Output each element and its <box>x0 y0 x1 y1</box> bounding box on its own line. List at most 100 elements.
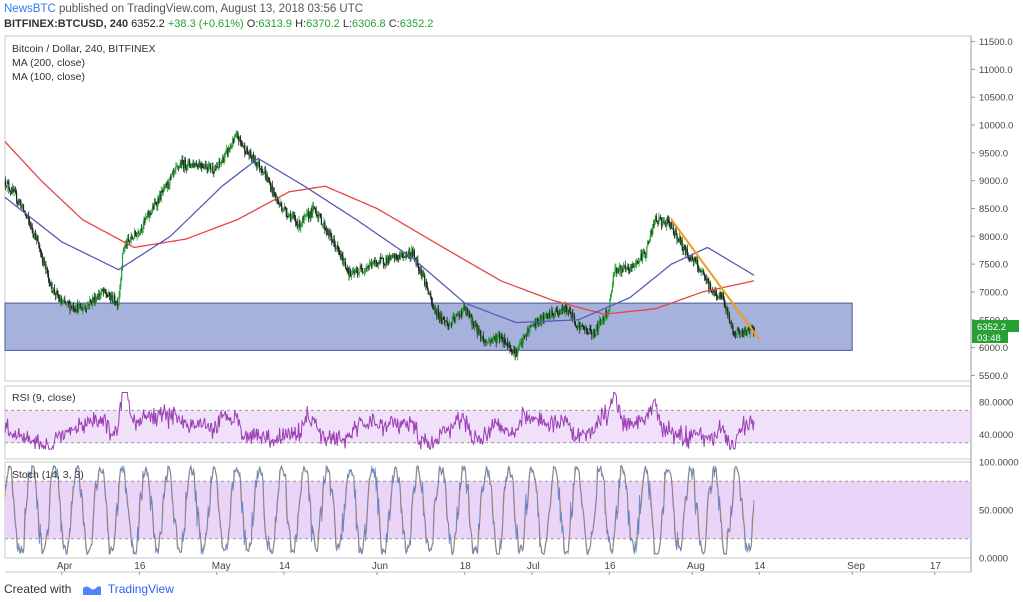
candle-body <box>377 262 379 267</box>
candle-body <box>502 342 504 343</box>
tradingview-link[interactable]: TradingView <box>107 582 174 596</box>
candle-body <box>715 292 718 297</box>
candle-body <box>301 217 304 225</box>
candle-body <box>482 336 484 340</box>
candle <box>560 308 562 315</box>
candle <box>326 227 329 236</box>
candle-body <box>62 301 64 304</box>
candle <box>44 260 46 269</box>
candle-body <box>580 325 583 326</box>
candle <box>77 299 79 313</box>
candle <box>195 160 198 167</box>
candle-body <box>253 156 255 163</box>
candle <box>443 316 446 326</box>
candle <box>85 308 87 314</box>
candle <box>140 224 143 233</box>
candle-body <box>589 328 591 330</box>
candle-body <box>497 336 499 339</box>
candle <box>519 338 521 346</box>
candle <box>53 287 55 295</box>
candle <box>109 292 112 304</box>
candle-body <box>441 319 443 321</box>
candle <box>115 301 117 306</box>
candle-body <box>59 298 62 302</box>
candle <box>172 167 174 178</box>
candle <box>68 299 70 305</box>
candle <box>362 271 365 274</box>
candle <box>442 312 444 325</box>
candle-body <box>455 314 458 316</box>
candle <box>723 296 725 308</box>
candle <box>141 227 143 236</box>
candle <box>302 215 304 223</box>
candle <box>222 155 224 163</box>
candle-body <box>55 290 57 296</box>
candle <box>530 322 533 329</box>
candle-body <box>535 321 537 327</box>
candle <box>352 266 354 274</box>
candle-body <box>560 312 562 315</box>
candle <box>545 311 547 320</box>
candle <box>232 137 235 144</box>
candle <box>6 179 8 192</box>
candle <box>602 314 604 324</box>
candle-body <box>739 332 741 335</box>
publisher-link[interactable]: NewsBTC <box>4 3 56 15</box>
candle-body <box>217 166 219 168</box>
candle-body <box>101 289 103 293</box>
candle-body <box>257 161 260 165</box>
candle-body <box>518 344 521 347</box>
candle-body <box>574 321 576 326</box>
candle <box>62 299 64 305</box>
candle <box>283 203 285 212</box>
candle <box>11 183 13 195</box>
candle <box>706 278 708 284</box>
candle <box>152 202 154 214</box>
candle <box>424 272 426 288</box>
candle <box>561 304 563 315</box>
candle-body <box>393 254 396 260</box>
candle <box>332 235 335 247</box>
candle <box>312 201 314 219</box>
candle <box>71 305 73 310</box>
candle-body <box>705 278 707 283</box>
candle <box>643 248 645 254</box>
candle <box>287 215 289 219</box>
candle <box>548 311 550 322</box>
candle <box>433 304 435 310</box>
candle <box>682 246 684 256</box>
candle <box>496 334 498 344</box>
candle <box>89 296 91 309</box>
candle-body <box>141 228 143 231</box>
candle-body <box>660 217 663 226</box>
candle <box>356 265 358 273</box>
candle <box>740 328 743 337</box>
candle <box>463 302 465 312</box>
time-tick-label: Jun <box>372 561 388 572</box>
candle-body <box>215 166 217 171</box>
candle <box>177 165 180 172</box>
candle-body <box>384 264 386 266</box>
candle <box>546 312 548 319</box>
candle <box>181 155 183 170</box>
candle <box>158 196 160 204</box>
candle <box>578 318 580 330</box>
candle-body <box>464 307 466 309</box>
candle-body <box>601 319 603 321</box>
candle-body <box>163 186 165 192</box>
candle-body <box>80 307 82 310</box>
candle-body <box>255 162 257 164</box>
candle <box>176 162 178 168</box>
candle-body <box>345 267 347 270</box>
candle-body <box>59 298 61 302</box>
candle-body <box>136 233 138 237</box>
candle <box>39 244 41 253</box>
candle-body <box>503 337 505 343</box>
candle <box>118 291 120 307</box>
candle-body <box>684 247 687 252</box>
candle <box>685 246 688 256</box>
candle-body <box>47 268 49 274</box>
candle-body <box>652 224 654 235</box>
candle <box>462 302 465 313</box>
